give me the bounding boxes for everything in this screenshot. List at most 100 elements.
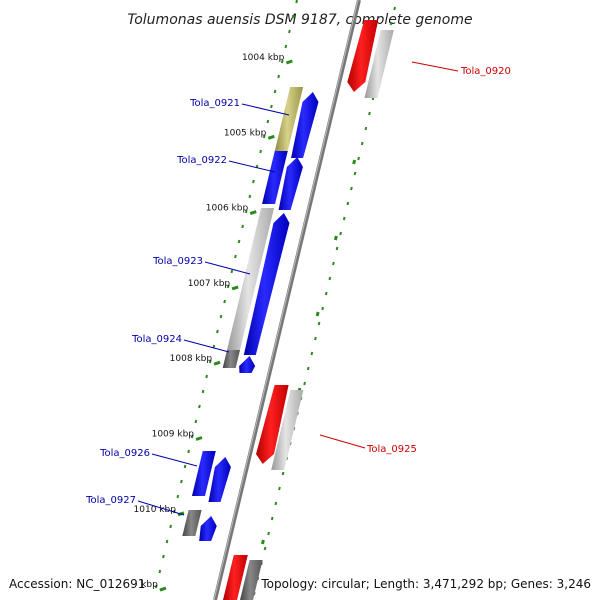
kbp-tick-mark <box>267 134 275 140</box>
inner-ruler-dot <box>262 134 266 139</box>
inner-ruler-dot <box>190 434 194 439</box>
outer-ruler-dot <box>274 501 278 506</box>
topology-text: Topology: circular; Length: 3,471,292 bp… <box>261 577 591 591</box>
inner-ruler-dot <box>208 359 212 364</box>
kbp-tick-label: 1008 kbp <box>170 354 213 364</box>
gene-feature-tola-0926-strand[interactable] <box>208 457 231 502</box>
inner-ruler-dot <box>295 0 298 4</box>
outer-ruler-dash <box>260 539 265 545</box>
outer-ruler-dot <box>270 516 274 521</box>
inner-ruler-dot <box>223 299 226 304</box>
outer-ruler-dot <box>310 351 314 356</box>
gene-label-tola-0924[interactable]: Tola_0924 <box>131 334 182 345</box>
outer-ruler-dot <box>306 366 310 371</box>
outer-ruler-dot <box>281 471 285 476</box>
inner-ruler-dot <box>291 14 295 19</box>
gene-label-tola-0927[interactable]: Tola_0927 <box>85 495 136 506</box>
gene-feature-bottom-red[interactable] <box>223 555 248 600</box>
outer-ruler-dot <box>332 261 335 266</box>
dark-feature-bottom[interactable] <box>240 560 263 600</box>
inner-ruler-dot <box>248 194 252 199</box>
inner-ruler-dot <box>162 554 165 559</box>
outer-ruler-dot <box>324 291 328 296</box>
inner-ruler-dot <box>226 284 230 289</box>
kbp-ticks: 1004 kbp 1005 kbp 1006 kbp 1007 kbp 1008 kbp… <box>134 53 293 592</box>
outer-ruler-dot <box>317 321 321 326</box>
kbp-tick-label: kbp <box>141 580 158 590</box>
gene-feature-tola-0926[interactable] <box>191 451 216 496</box>
kbp-tick-label: 1005 kbp <box>224 128 267 138</box>
gray-feature-tola-0920[interactable] <box>364 30 394 98</box>
inner-ruler-dot <box>198 404 201 409</box>
inner-ruler-dot <box>172 509 176 514</box>
inner-ruler-dot <box>169 524 172 529</box>
olive-feature-tola-0921[interactable] <box>274 87 304 152</box>
kbp-tick-label: 1004 kbp <box>242 53 285 63</box>
gene-feature-tola-0922[interactable] <box>262 151 288 204</box>
kbp-tick-mark <box>159 586 167 592</box>
callout-line <box>228 160 276 173</box>
inner-ruler-dot <box>244 209 248 214</box>
gene-label-tola-0926[interactable]: Tola_0926 <box>99 448 150 459</box>
outer-ruler-dot <box>328 276 332 281</box>
outer-ruler-dot <box>303 381 306 386</box>
gene-feature-tola-0921-strand[interactable] <box>291 92 319 158</box>
kbp-tick-mark <box>231 285 239 291</box>
gene-feature-tola-0920[interactable] <box>347 20 379 92</box>
outer-ruler-dot <box>364 126 368 131</box>
gene-label-tola-0921[interactable]: Tola_0921 <box>189 98 240 109</box>
inner-ruler-dot <box>280 59 284 64</box>
inner-ruler-dot <box>259 149 262 154</box>
outer-ruler-dash <box>333 235 338 241</box>
outer-ruler-dot <box>389 21 393 26</box>
kbp-tick-label: 1009 kbp <box>152 430 195 440</box>
gray-feature-tola-0923[interactable] <box>227 208 275 350</box>
inner-ruler-dot <box>273 89 277 94</box>
inner-dotted-ruler <box>154 0 298 589</box>
inner-ruler-dot <box>252 179 255 184</box>
outer-ruler-dot <box>393 6 396 11</box>
inner-ruler-dot <box>288 29 291 34</box>
outer-ruler-dot <box>278 486 281 491</box>
dark-feature-tola-0924[interactable] <box>222 350 240 368</box>
gene-feature-tola-0925[interactable] <box>256 385 289 464</box>
outer-ruler-dot <box>357 156 360 161</box>
callout-line <box>241 103 290 116</box>
outer-ruler-dot <box>368 111 371 116</box>
inner-ruler-dot <box>237 239 241 244</box>
inner-ruler-dot <box>219 314 223 319</box>
outer-ruler-dot <box>360 141 364 146</box>
kbp-tick-mark <box>195 436 203 441</box>
outer-ruler-dot <box>339 231 342 236</box>
gene-feature-tola-0924-strand[interactable] <box>239 356 256 373</box>
kbp-tick-mark <box>213 360 221 366</box>
gene-features <box>182 20 394 600</box>
inner-ruler-dot <box>205 374 208 379</box>
kbp-tick-mark <box>285 59 293 65</box>
gene-label-tola-0920[interactable]: Tola_0920 <box>460 66 511 77</box>
gene-label-tola-0922[interactable]: Tola_0922 <box>176 155 227 166</box>
accession-text: Accession: NC_012691 <box>9 577 146 591</box>
inner-ruler-dot <box>165 539 169 544</box>
outer-ruler-dash <box>315 311 320 317</box>
outer-ruler-dot <box>314 336 317 341</box>
inner-ruler-dot <box>180 479 183 484</box>
kbp-tick-label: 1006 kbp <box>206 204 249 214</box>
outer-ruler-dot <box>321 306 324 311</box>
inner-ruler-dot <box>234 254 237 259</box>
gene-feature-tola-0927-strand[interactable] <box>199 516 217 541</box>
gene-feature-tola-0923-strand[interactable] <box>243 213 290 355</box>
callout-line <box>204 261 251 275</box>
gene-feature-tola-0922-strand[interactable] <box>278 157 303 210</box>
inner-ruler-dot <box>187 449 190 454</box>
inner-ruler-dot <box>277 74 280 79</box>
inner-ruler-dot <box>216 329 219 334</box>
gray-feature-tola-0925[interactable] <box>271 390 304 470</box>
outer-ruler-dot <box>346 201 350 206</box>
dark-feature-tola-0927[interactable] <box>182 510 202 536</box>
gene-label-tola-0925[interactable]: Tola_0925 <box>366 444 417 455</box>
callout-line <box>137 500 185 516</box>
gene-label-tola-0923[interactable]: Tola_0923 <box>152 256 203 267</box>
